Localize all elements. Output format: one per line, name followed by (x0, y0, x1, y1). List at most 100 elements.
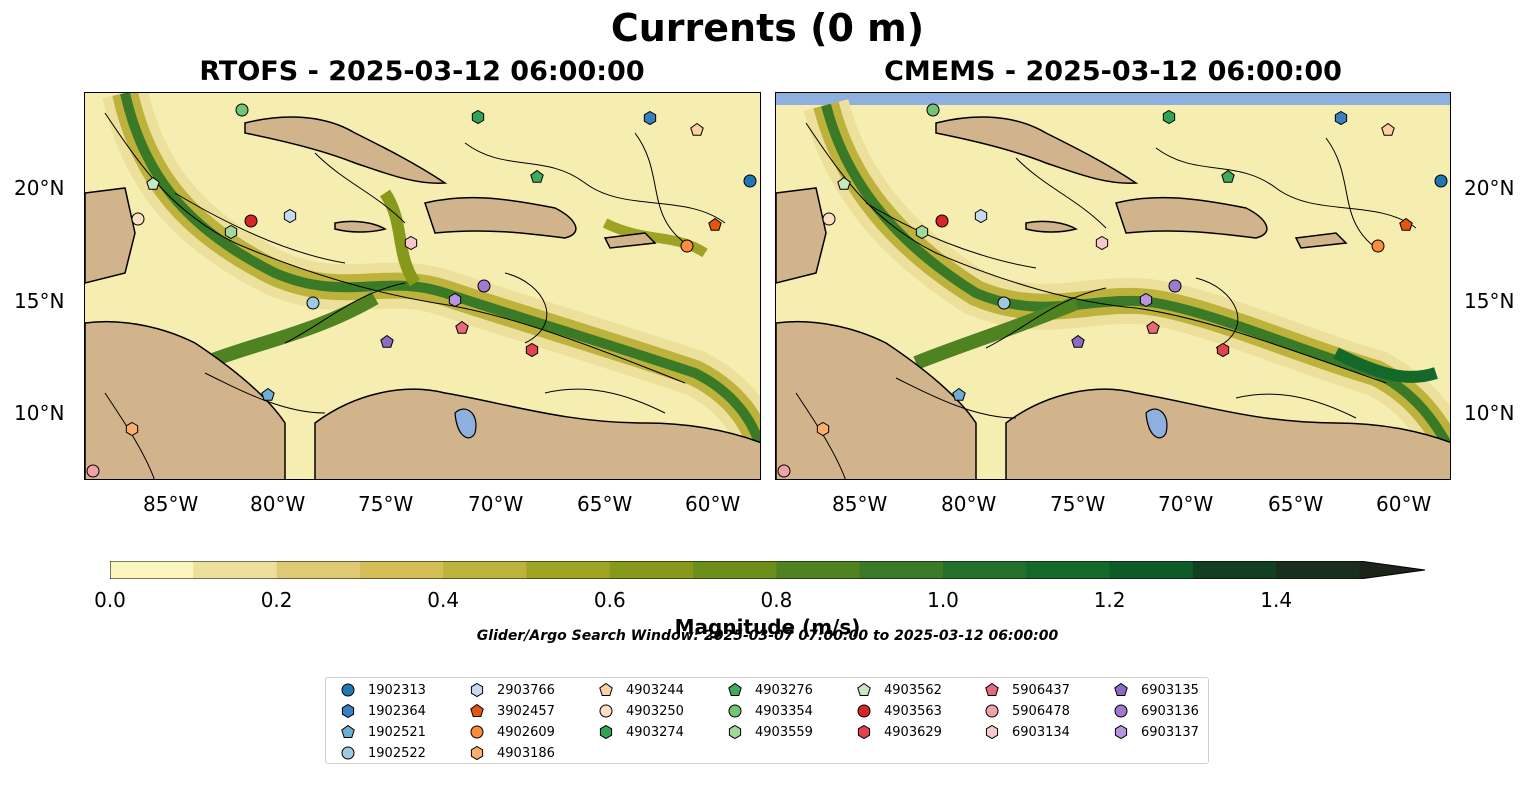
lat-tick-20n-right: 20°N (1464, 176, 1515, 200)
lat-tick-15n-left: 15°N (14, 289, 65, 313)
cmems-map (775, 92, 1451, 480)
colorbar-segment (609, 561, 694, 579)
legend-item: 6903135 (1111, 680, 1199, 700)
float-marker-1902313 (743, 174, 757, 188)
lake (1145, 408, 1168, 439)
float-marker-4903563 (244, 214, 258, 228)
colorbar (110, 561, 1425, 579)
lon-tick-80w-left: 80°W (250, 492, 306, 516)
colorbar-segment (693, 561, 777, 579)
legend-item-label: 4903250 (626, 703, 684, 719)
float-marker-6903135 (1071, 334, 1085, 348)
streamlines (104, 112, 726, 479)
rtofs-map-canvas (85, 93, 760, 479)
colorbar-segment (193, 561, 278, 579)
legend-item: 5906478 (982, 701, 1070, 721)
lon-tick-65w-right: 65°W (1268, 492, 1324, 516)
lake (454, 408, 477, 439)
legend-item: 4903562 (854, 680, 942, 700)
float-marker-6903134 (1095, 235, 1109, 251)
legend-item: 4903559 (725, 722, 813, 742)
legend-item: 1902521 (338, 722, 426, 742)
colorbar-segment (1276, 561, 1360, 579)
legend-item: 2903766 (467, 680, 555, 700)
cmems-panel-title: CMEMS - 2025-03-12 06:00:00 (884, 56, 1342, 87)
float-marker-4903276 (530, 169, 544, 183)
colorbar-tick-label: 1.4 (1260, 588, 1293, 612)
colorbar-segment (443, 561, 527, 579)
legend-item-label: 6903136 (1141, 703, 1199, 719)
hexagon-marker-icon (985, 724, 999, 740)
colorbar-tick-label: 0.6 (593, 588, 626, 612)
pentagon-marker-icon (728, 682, 742, 696)
legend-item: 4903244 (596, 680, 684, 700)
circle-marker-icon (1114, 704, 1128, 718)
colorbar-segment (1109, 561, 1194, 579)
lon-tick-75w-right: 75°W (1050, 492, 1106, 516)
circle-marker-icon (985, 704, 999, 718)
figure-title: Currents (0 m) (610, 6, 925, 50)
colorbar-segment (776, 561, 861, 579)
rtofs-panel-title: RTOFS - 2025-03-12 06:00:00 (199, 56, 645, 87)
float-marker-4903354 (235, 103, 249, 117)
colorbar-label: Magnitude (m/s) (674, 615, 861, 639)
float-marker-2903766 (283, 208, 297, 224)
legend-item-label: 1902522 (368, 745, 426, 761)
legend-item-label: 4903244 (626, 682, 684, 698)
float-marker-1902364 (1334, 110, 1348, 126)
circle-marker-icon (857, 704, 871, 718)
colorbar-tick-label: 0.2 (260, 588, 293, 612)
float-marker-6903134 (404, 235, 418, 251)
hexagon-marker-icon (470, 682, 484, 698)
no-data-strip (776, 93, 1450, 105)
legend-item-label: 6903137 (1141, 724, 1199, 740)
float-marker-1902364 (643, 110, 657, 126)
legend-item-label: 4903563 (884, 703, 942, 719)
hexagon-marker-icon (1114, 724, 1128, 740)
hexagon-marker-icon (470, 745, 484, 761)
colorbar-tick-label: 1.0 (927, 588, 959, 612)
colorbar-tick-label: 0.4 (427, 588, 460, 612)
float-marker-1902522 (306, 296, 320, 310)
lat-tick-10n-right: 10°N (1464, 401, 1515, 425)
float-marker-4903562 (146, 176, 160, 190)
float-marker-6903137 (1139, 292, 1153, 308)
float-marker-4903559 (224, 224, 238, 240)
rtofs-map (84, 92, 761, 480)
colorbar-segment (1026, 561, 1111, 579)
colorbar-segment (276, 561, 361, 579)
lon-tick-85w-right: 85°W (832, 492, 888, 516)
lon-tick-60w-right: 60°W (1376, 492, 1432, 516)
float-marker-3902457 (708, 217, 722, 231)
pentagon-marker-icon (1114, 682, 1128, 696)
float-marker-2903766 (974, 208, 988, 224)
legend-item-label: 6903134 (1012, 724, 1070, 740)
float-marker-4903629 (1216, 342, 1230, 358)
lon-tick-65w-left: 65°W (577, 492, 633, 516)
colorbar-segment (110, 561, 194, 579)
legend-item-label: 1902313 (368, 682, 426, 698)
legend-item: 4903629 (854, 722, 942, 742)
float-marker-6903136 (1168, 279, 1182, 293)
float-marker-4903250 (822, 212, 836, 226)
legend-item: 4903250 (596, 701, 684, 721)
float-marker-1902521 (952, 387, 966, 401)
float-marker-1902521 (261, 387, 275, 401)
float-marker-4903274 (1162, 109, 1176, 125)
legend-item: 3902457 (467, 701, 555, 721)
legend-item: 4903274 (596, 722, 684, 742)
circle-marker-icon (470, 725, 484, 739)
circle-marker-icon (728, 704, 742, 718)
float-marker-6903137 (448, 292, 462, 308)
float-marker-4903186 (125, 421, 139, 437)
legend-item: 4903276 (725, 680, 813, 700)
lon-tick-70w-right: 70°W (1158, 492, 1214, 516)
cmems-map-canvas (776, 93, 1450, 479)
float-marker-4902609 (680, 239, 694, 253)
legend-item-label: 4903354 (755, 703, 813, 719)
legend-item: 6903137 (1111, 722, 1199, 742)
float-marker-4902609 (1371, 239, 1385, 253)
float-marker-3902457 (1399, 217, 1413, 231)
pentagon-marker-icon (985, 682, 999, 696)
legend-item-label: 4903559 (755, 724, 813, 740)
